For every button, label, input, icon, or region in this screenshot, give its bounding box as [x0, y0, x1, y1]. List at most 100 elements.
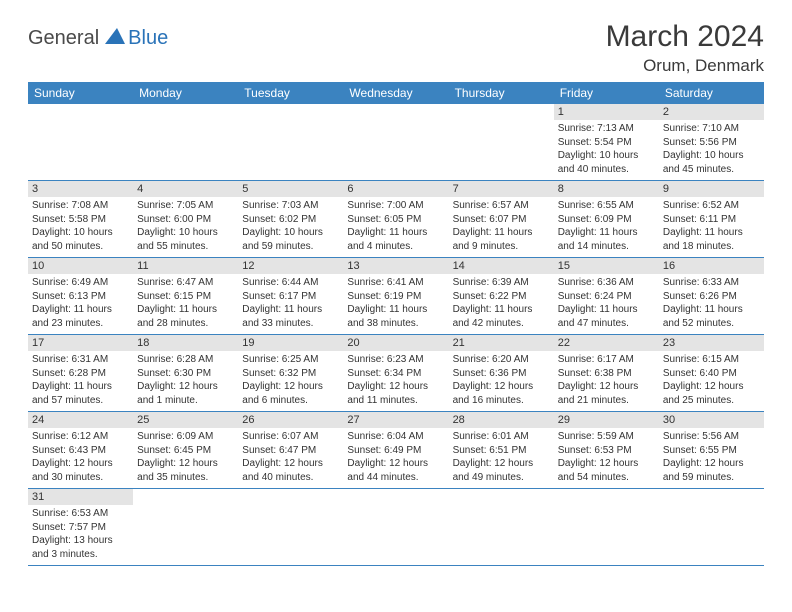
day-detail-cell [28, 120, 133, 181]
day-number-cell: 14 [449, 258, 554, 275]
day-detail-cell: Sunrise: 6:20 AMSunset: 6:36 PMDaylight:… [449, 351, 554, 412]
sunrise-line: Sunrise: 7:08 AM [32, 199, 129, 213]
day-number-cell [449, 104, 554, 120]
day-detail-cell: Sunrise: 6:33 AMSunset: 6:26 PMDaylight:… [659, 274, 764, 335]
weekday-header: Friday [554, 82, 659, 104]
day-detail-cell: Sunrise: 6:55 AMSunset: 6:09 PMDaylight:… [554, 197, 659, 258]
day-detail-cell: Sunrise: 6:23 AMSunset: 6:34 PMDaylight:… [343, 351, 448, 412]
day-number-cell [28, 104, 133, 120]
day-number-cell [343, 104, 448, 120]
day-detail-cell: Sunrise: 6:12 AMSunset: 6:43 PMDaylight:… [28, 428, 133, 489]
day-detail-cell [133, 505, 238, 566]
daynum-row: 24252627282930 [28, 412, 764, 429]
weekday-header: Monday [133, 82, 238, 104]
daylight-line: Daylight: 12 hours and 40 minutes. [242, 457, 339, 484]
sunrise-line: Sunrise: 6:01 AM [453, 430, 550, 444]
weekday-header: Saturday [659, 82, 764, 104]
sunset-line: Sunset: 6:32 PM [242, 367, 339, 381]
day-detail-cell: Sunrise: 7:00 AMSunset: 6:05 PMDaylight:… [343, 197, 448, 258]
day-number-cell: 7 [449, 181, 554, 198]
day-detail-cell: Sunrise: 6:04 AMSunset: 6:49 PMDaylight:… [343, 428, 448, 489]
daylight-line: Daylight: 12 hours and 6 minutes. [242, 380, 339, 407]
sunset-line: Sunset: 6:00 PM [137, 213, 234, 227]
daylight-line: Daylight: 12 hours and 11 minutes. [347, 380, 444, 407]
daylight-line: Daylight: 12 hours and 16 minutes. [453, 380, 550, 407]
day-number-cell: 6 [343, 181, 448, 198]
daylight-line: Daylight: 12 hours and 59 minutes. [663, 457, 760, 484]
sunrise-line: Sunrise: 7:00 AM [347, 199, 444, 213]
day-detail-cell: Sunrise: 6:36 AMSunset: 6:24 PMDaylight:… [554, 274, 659, 335]
sunset-line: Sunset: 6:30 PM [137, 367, 234, 381]
sunrise-line: Sunrise: 6:47 AM [137, 276, 234, 290]
detail-row: Sunrise: 7:13 AMSunset: 5:54 PMDaylight:… [28, 120, 764, 181]
sunset-line: Sunset: 5:54 PM [558, 136, 655, 150]
day-detail-cell [343, 505, 448, 566]
day-detail-cell: Sunrise: 6:31 AMSunset: 6:28 PMDaylight:… [28, 351, 133, 412]
day-detail-cell: Sunrise: 6:49 AMSunset: 6:13 PMDaylight:… [28, 274, 133, 335]
sunset-line: Sunset: 6:49 PM [347, 444, 444, 458]
daylight-line: Daylight: 11 hours and 14 minutes. [558, 226, 655, 253]
sunset-line: Sunset: 6:38 PM [558, 367, 655, 381]
sunset-line: Sunset: 6:02 PM [242, 213, 339, 227]
day-detail-cell: Sunrise: 7:05 AMSunset: 6:00 PMDaylight:… [133, 197, 238, 258]
daylight-line: Daylight: 11 hours and 4 minutes. [347, 226, 444, 253]
calendar-body: 12Sunrise: 7:13 AMSunset: 5:54 PMDayligh… [28, 104, 764, 566]
sunset-line: Sunset: 5:56 PM [663, 136, 760, 150]
day-number-cell: 17 [28, 335, 133, 352]
sunrise-line: Sunrise: 6:12 AM [32, 430, 129, 444]
day-detail-cell [343, 120, 448, 181]
sunset-line: Sunset: 6:53 PM [558, 444, 655, 458]
day-number-cell: 12 [238, 258, 343, 275]
weekday-header-row: SundayMondayTuesdayWednesdayThursdayFrid… [28, 82, 764, 104]
title-block: March 2024 Orum, Denmark [606, 20, 764, 76]
daylight-line: Daylight: 12 hours and 49 minutes. [453, 457, 550, 484]
day-number-cell: 3 [28, 181, 133, 198]
day-detail-cell: Sunrise: 6:52 AMSunset: 6:11 PMDaylight:… [659, 197, 764, 258]
sunrise-line: Sunrise: 6:33 AM [663, 276, 760, 290]
daylight-line: Daylight: 11 hours and 28 minutes. [137, 303, 234, 330]
daylight-line: Daylight: 12 hours and 44 minutes. [347, 457, 444, 484]
sunrise-line: Sunrise: 6:23 AM [347, 353, 444, 367]
day-detail-cell [238, 120, 343, 181]
sunset-line: Sunset: 7:57 PM [32, 521, 129, 535]
daynum-row: 12 [28, 104, 764, 120]
day-number-cell: 8 [554, 181, 659, 198]
detail-row: Sunrise: 6:53 AMSunset: 7:57 PMDaylight:… [28, 505, 764, 566]
daylight-line: Daylight: 11 hours and 38 minutes. [347, 303, 444, 330]
daylight-line: Daylight: 13 hours and 3 minutes. [32, 534, 129, 561]
sunset-line: Sunset: 6:11 PM [663, 213, 760, 227]
day-number-cell: 16 [659, 258, 764, 275]
daylight-line: Daylight: 10 hours and 50 minutes. [32, 226, 129, 253]
sunrise-line: Sunrise: 6:41 AM [347, 276, 444, 290]
day-number-cell [238, 104, 343, 120]
day-detail-cell: Sunrise: 6:01 AMSunset: 6:51 PMDaylight:… [449, 428, 554, 489]
sunrise-line: Sunrise: 7:13 AM [558, 122, 655, 136]
daynum-row: 10111213141516 [28, 258, 764, 275]
sunrise-line: Sunrise: 6:17 AM [558, 353, 655, 367]
day-detail-cell: Sunrise: 5:56 AMSunset: 6:55 PMDaylight:… [659, 428, 764, 489]
day-number-cell: 18 [133, 335, 238, 352]
day-detail-cell: Sunrise: 6:41 AMSunset: 6:19 PMDaylight:… [343, 274, 448, 335]
daylight-line: Daylight: 11 hours and 18 minutes. [663, 226, 760, 253]
day-number-cell: 23 [659, 335, 764, 352]
daylight-line: Daylight: 10 hours and 59 minutes. [242, 226, 339, 253]
calendar-table: SundayMondayTuesdayWednesdayThursdayFrid… [28, 82, 764, 566]
day-number-cell: 9 [659, 181, 764, 198]
sunset-line: Sunset: 6:28 PM [32, 367, 129, 381]
day-detail-cell [554, 505, 659, 566]
sunset-line: Sunset: 6:51 PM [453, 444, 550, 458]
daynum-row: 3456789 [28, 181, 764, 198]
day-number-cell: 31 [28, 489, 133, 506]
day-detail-cell [133, 120, 238, 181]
sunset-line: Sunset: 6:17 PM [242, 290, 339, 304]
day-number-cell: 25 [133, 412, 238, 429]
day-detail-cell: Sunrise: 6:15 AMSunset: 6:40 PMDaylight:… [659, 351, 764, 412]
sunrise-line: Sunrise: 5:56 AM [663, 430, 760, 444]
sunrise-line: Sunrise: 7:05 AM [137, 199, 234, 213]
detail-row: Sunrise: 6:31 AMSunset: 6:28 PMDaylight:… [28, 351, 764, 412]
daylight-line: Daylight: 11 hours and 47 minutes. [558, 303, 655, 330]
day-number-cell: 2 [659, 104, 764, 120]
day-number-cell [554, 489, 659, 506]
day-number-cell [133, 104, 238, 120]
sunrise-line: Sunrise: 6:57 AM [453, 199, 550, 213]
